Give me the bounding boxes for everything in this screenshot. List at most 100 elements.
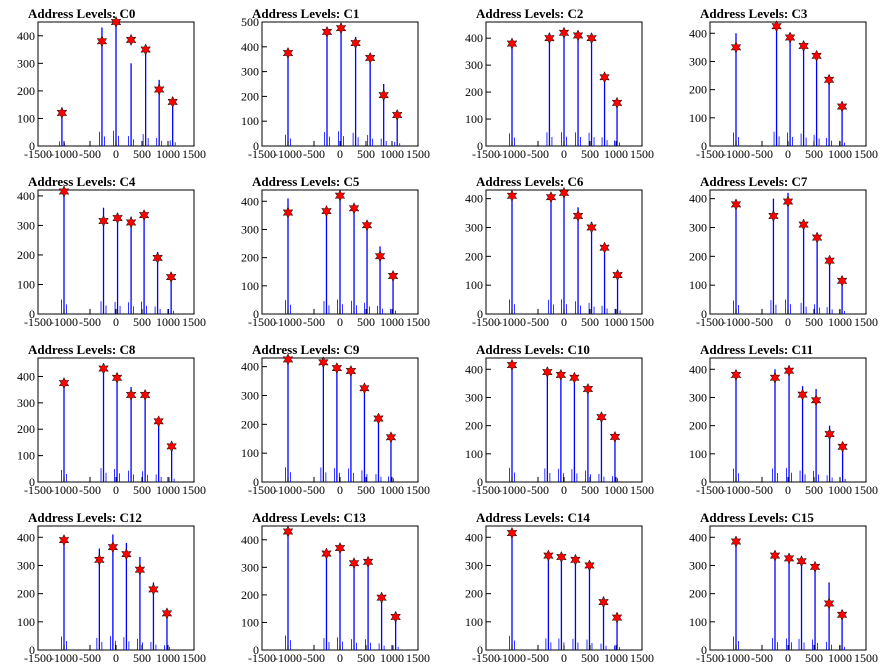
y-tick-label: 300 xyxy=(689,390,707,404)
peak-marker xyxy=(364,51,376,65)
x-tick-label: 1000 xyxy=(156,651,180,665)
histogram-spike xyxy=(798,557,805,650)
x-tick-label: 1000 xyxy=(604,315,628,329)
histogram-spike xyxy=(351,559,357,650)
y-tick-label: 300 xyxy=(241,222,259,236)
y-tick-label: 400 xyxy=(241,360,259,374)
x-tick-label: -1000 xyxy=(722,147,750,161)
chart-panel: Address Levels: C11 0 100 200 300 400 -1500 -10… xyxy=(672,336,896,504)
chart-panel: Address Levels: C10 0 100 200 300 400 -1500 -10… xyxy=(448,336,672,504)
y-tick-label: 100 xyxy=(465,615,483,629)
histogram-spike xyxy=(128,387,134,482)
peak-marker xyxy=(837,440,848,453)
peak-marker xyxy=(824,254,835,267)
peak-marker xyxy=(166,440,177,453)
x-tick-label: -1500 xyxy=(472,483,500,497)
chart-svg: 0 100 200 300 400 -1500-1000 -500 0 500 1000 1500 xyxy=(17,185,206,329)
y-tick-label: 0 xyxy=(29,307,35,321)
y-tick-label: 300 xyxy=(241,388,259,402)
x-tick-label: 1000 xyxy=(828,651,852,665)
chart-panel: Address Levels: C6 0 100 200 300 400 -1500 -100… xyxy=(448,168,672,336)
histogram-spike xyxy=(509,40,515,146)
chart-panel: Address Levels: C15 0 100 200 300 400 -1500 -10… xyxy=(672,504,896,672)
peak-marker xyxy=(361,219,373,232)
peak-marker xyxy=(112,211,123,225)
y-tick-label: 100 xyxy=(689,278,707,292)
peak-marker xyxy=(391,108,403,122)
histogram-spike xyxy=(361,383,368,482)
y-tick-label: 300 xyxy=(241,65,259,79)
peak-marker xyxy=(596,411,607,424)
x-tick-label: 1000 xyxy=(380,651,404,665)
chart-svg: 0 100 200 300 400 -1500-1000 -500 0 500 1000 1500 xyxy=(465,186,654,329)
peak-marker xyxy=(823,73,835,86)
y-tick-label: 100 xyxy=(465,112,483,126)
x-tick-label: -500 xyxy=(751,147,773,161)
x-tick-label: 1000 xyxy=(380,147,404,161)
x-tick-label: -500 xyxy=(527,315,549,329)
peak-marker xyxy=(345,364,357,378)
peak-marker xyxy=(545,191,557,204)
x-tick-label: -500 xyxy=(527,147,549,161)
y-tick-label: 0 xyxy=(253,307,259,321)
y-tick-label: 0 xyxy=(253,475,259,489)
y-tick-label: 0 xyxy=(477,139,483,153)
y-tick-label: 300 xyxy=(689,54,707,68)
peak-marker xyxy=(334,189,346,202)
x-tick-label: 0 xyxy=(785,147,791,161)
y-tick-label: 400 xyxy=(689,26,707,40)
peak-marker xyxy=(282,525,294,538)
peak-marker xyxy=(599,241,610,254)
histogram-spike xyxy=(123,542,130,650)
x-tick-label: -500 xyxy=(79,147,101,161)
peak-marker xyxy=(350,36,361,50)
y-tick-label: 100 xyxy=(689,111,707,125)
histogram-spike xyxy=(785,192,791,314)
peak-marker xyxy=(125,388,137,402)
x-tick-label: -1500 xyxy=(472,651,500,665)
histogram-spike xyxy=(546,32,553,146)
x-tick-label: 1000 xyxy=(828,147,852,161)
histogram-spike xyxy=(320,360,327,482)
histogram-spike xyxy=(285,528,291,650)
x-tick-label: 500 xyxy=(357,315,375,329)
chart-title: Address Levels: C14 xyxy=(476,510,590,525)
x-tick-label: 1000 xyxy=(604,147,628,161)
peak-marker xyxy=(582,382,594,396)
y-tick-label: 200 xyxy=(241,251,259,265)
chart-title: Address Levels: C11 xyxy=(700,342,814,357)
x-tick-label: 1500 xyxy=(630,483,654,497)
y-tick-label: 200 xyxy=(17,84,35,98)
peak-marker xyxy=(362,555,374,568)
x-tick-label: -1000 xyxy=(274,483,302,497)
peak-marker xyxy=(811,49,822,62)
peak-marker xyxy=(586,32,597,45)
chart-svg: 0 100 200 300 400 -1500-1000 -500 0 500 1000 1500 xyxy=(241,189,430,329)
y-tick-label: 300 xyxy=(17,56,35,70)
x-tick-label: 0 xyxy=(785,483,791,497)
peak-marker xyxy=(374,250,386,263)
y-tick-label: 400 xyxy=(465,362,483,376)
y-tick-label: 200 xyxy=(689,249,707,263)
peak-marker xyxy=(56,106,68,120)
x-tick-label: -1500 xyxy=(24,147,52,161)
histogram-spike xyxy=(509,192,515,314)
y-tick-label: 0 xyxy=(701,643,707,657)
peak-marker xyxy=(94,553,105,566)
x-tick-label: 0 xyxy=(113,483,119,497)
chart-svg: 0 100 200 300 400 -1500-1000 -500 0 500 1000 1500 xyxy=(241,353,430,497)
chart-svg: 0 100 200 300 400 -1500-1000 -500 0 500 1000 1500 xyxy=(241,525,430,665)
histogram-spike xyxy=(545,554,552,650)
y-tick-label: 200 xyxy=(689,587,707,601)
histogram-spike xyxy=(365,559,371,650)
peak-marker xyxy=(783,364,795,377)
x-tick-label: 1500 xyxy=(854,651,878,665)
chart-panel: Address Levels: C5 0 100 200 300 400 -1500 -100… xyxy=(224,168,448,336)
x-tick-label: 0 xyxy=(561,315,567,329)
histogram-spike xyxy=(733,372,739,482)
chart-title: Address Levels: C13 xyxy=(252,510,366,525)
histogram-spike xyxy=(561,191,567,314)
y-tick-label: 300 xyxy=(465,390,483,404)
chart-svg: 0 100 200 300 400 -1500-1000 -500 0 500 1000 1500 xyxy=(17,357,206,497)
